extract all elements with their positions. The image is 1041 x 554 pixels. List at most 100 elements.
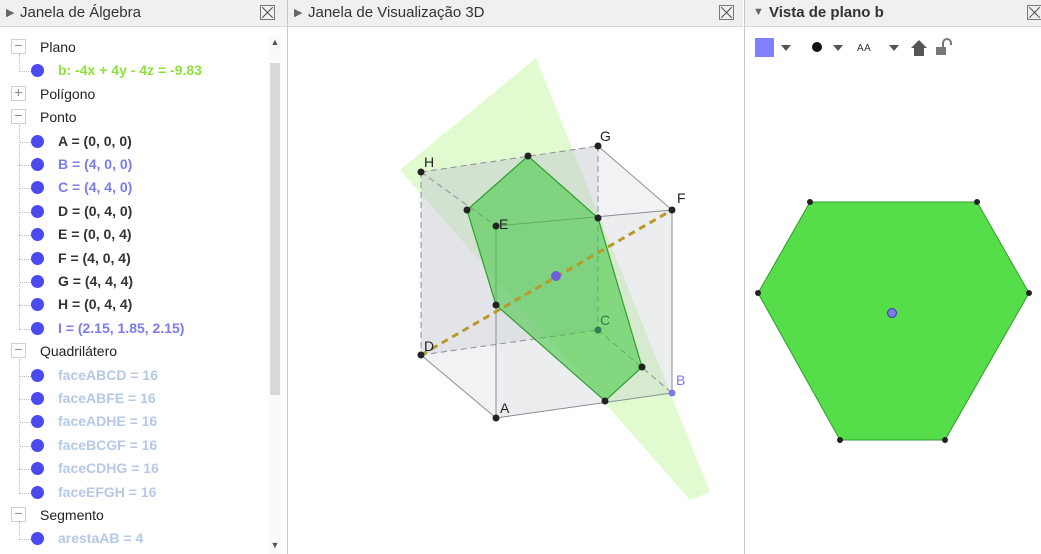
group-label: Polígono	[40, 85, 96, 102]
algebra-item[interactable]: b: -4x + 4y - 4z = -9.83	[0, 60, 268, 83]
algebra-item[interactable]: B = (4, 0, 0)	[0, 154, 268, 177]
tree-line	[19, 358, 20, 493]
group-label: Quadrilátero	[40, 343, 118, 360]
visibility-toggle-icon[interactable]	[31, 275, 44, 288]
algebra-item-text: B = (4, 0, 0)	[58, 156, 133, 172]
scrollbar[interactable]: ▲ ▼	[268, 35, 282, 554]
plane-canvas[interactable]	[745, 67, 1041, 554]
point-A[interactable]	[492, 414, 500, 422]
algebra-item[interactable]: arestaAB = 4	[0, 528, 268, 551]
visibility-toggle-icon[interactable]	[31, 532, 44, 546]
visibility-toggle-icon[interactable]	[31, 298, 44, 312]
home-icon[interactable]	[910, 39, 928, 57]
algebra-item-text: G = (4, 4, 4)	[58, 273, 134, 289]
group-row[interactable]: + Polígono	[0, 84, 268, 107]
point-D[interactable]	[417, 351, 425, 359]
lock-icon[interactable]	[934, 38, 952, 56]
collapse-icon[interactable]: −	[11, 342, 26, 359]
point-B[interactable]	[668, 389, 676, 397]
visibility-toggle-icon[interactable]	[31, 485, 44, 499]
point-C[interactable]	[594, 326, 602, 334]
planeview-toolbar: AA	[745, 27, 1041, 67]
collapse-arrow-icon[interactable]: ▶	[294, 7, 303, 19]
point-F[interactable]	[668, 206, 676, 214]
point-I[interactable]	[551, 271, 561, 281]
close-icon[interactable]	[1027, 5, 1041, 20]
visibility-toggle-icon[interactable]	[31, 181, 44, 195]
view3d-title: Janela de Visualização 3D	[308, 4, 485, 21]
visibility-toggle-icon[interactable]	[31, 134, 44, 148]
expand-arrow-icon[interactable]: ▼	[753, 6, 764, 18]
algebra-item[interactable]: C = (4, 4, 0)	[0, 177, 268, 200]
point-style-icon[interactable]	[812, 42, 822, 52]
group-row[interactable]: − Quadrilátero	[0, 341, 268, 364]
tree-connector	[19, 258, 31, 260]
algebra-item-text: E = (0, 0, 4)	[58, 226, 132, 243]
collapse-arrow-icon[interactable]: ▶	[6, 7, 15, 19]
algebra-header: ▶ Janela de Álgebra	[0, 0, 287, 27]
group-row[interactable]: − Segmento	[0, 505, 268, 528]
label-style-icon[interactable]: AA	[857, 43, 872, 54]
label-D: D	[424, 338, 434, 354]
group-row[interactable]: − Ponto	[0, 107, 268, 130]
algebra-item[interactable]: faceABFE = 16	[0, 388, 268, 411]
algebra-item[interactable]: faceBCGF = 16	[0, 435, 268, 458]
view3d-canvas[interactable]: A B C D E F G H	[288, 27, 743, 554]
chevron-down-icon[interactable]	[781, 45, 791, 51]
diagonal-line[interactable]	[420, 208, 673, 357]
visibility-toggle-icon[interactable]	[31, 415, 44, 429]
scroll-up-icon[interactable]: ▲	[270, 37, 280, 47]
collapse-icon[interactable]: −	[11, 108, 26, 125]
visibility-toggle-icon[interactable]	[31, 228, 44, 242]
tree-connector	[19, 235, 31, 237]
hexagon-vertices	[755, 199, 1032, 443]
chevron-down-icon[interactable]	[889, 45, 899, 51]
chevron-down-icon[interactable]	[833, 45, 843, 51]
visibility-toggle-icon[interactable]	[31, 462, 44, 476]
algebra-item[interactable]: G = (4, 4, 4)	[0, 271, 268, 294]
view3d-header: ▶ Janela de Visualização 3D	[288, 0, 743, 27]
tree-line	[19, 124, 20, 330]
algebra-item[interactable]: D = (0, 4, 0)	[0, 201, 268, 224]
collapse-icon[interactable]: −	[11, 38, 26, 54]
point-G[interactable]	[594, 142, 602, 150]
collapse-icon[interactable]: −	[11, 506, 26, 522]
close-icon[interactable]	[260, 5, 275, 20]
algebra-item[interactable]: faceABCD = 16	[0, 365, 268, 388]
scroll-thumb[interactable]	[270, 63, 280, 395]
algebra-item[interactable]: H = (0, 4, 4)	[0, 294, 268, 317]
close-icon[interactable]	[719, 5, 734, 20]
group-row[interactable]: − Plano	[0, 37, 268, 60]
color-swatch-button[interactable]	[755, 38, 774, 57]
algebra-item-text: C = (4, 4, 0)	[58, 179, 133, 196]
label-C: C	[600, 312, 610, 328]
visibility-toggle-icon[interactable]	[31, 321, 44, 335]
algebra-item[interactable]: faceEFGH = 16	[0, 482, 268, 505]
visibility-toggle-icon[interactable]	[31, 64, 44, 78]
section-hexagon-2d[interactable]	[757, 201, 1030, 441]
algebra-item[interactable]: faceCDHG = 16	[0, 458, 268, 481]
algebra-item[interactable]: E = (0, 0, 4)	[0, 224, 268, 247]
expand-icon[interactable]: +	[11, 85, 26, 101]
algebra-panel: ▶ Janela de Álgebra − Plano b: -4x + 4y - …	[0, 0, 287, 554]
group-label: Segmento	[40, 507, 104, 523]
visibility-toggle-icon[interactable]	[31, 368, 44, 382]
planeview-title: Vista de plano b	[769, 4, 884, 21]
tree-connector	[19, 305, 31, 307]
visibility-toggle-icon[interactable]	[31, 158, 44, 171]
algebra-item[interactable]: A = (0, 0, 0)	[0, 131, 268, 154]
algebra-item[interactable]: F = (4, 0, 4)	[0, 248, 268, 271]
algebra-item-text: arestaAB = 4	[58, 530, 144, 547]
visibility-toggle-icon[interactable]	[31, 392, 44, 405]
scroll-down-icon[interactable]: ▼	[270, 540, 280, 550]
point-I-2d[interactable]	[887, 308, 897, 318]
point-E[interactable]	[492, 222, 500, 230]
algebra-item[interactable]: I = (2.15, 1.85, 2.15)	[0, 318, 268, 341]
visibility-toggle-icon[interactable]	[31, 251, 44, 265]
point-H[interactable]	[417, 168, 425, 176]
visibility-toggle-icon[interactable]	[31, 438, 44, 452]
algebra-item[interactable]: faceADHE = 16	[0, 411, 268, 434]
visibility-toggle-icon[interactable]	[31, 204, 44, 218]
algebra-item-text: H = (0, 4, 4)	[58, 296, 133, 313]
label-H: H	[424, 154, 434, 170]
